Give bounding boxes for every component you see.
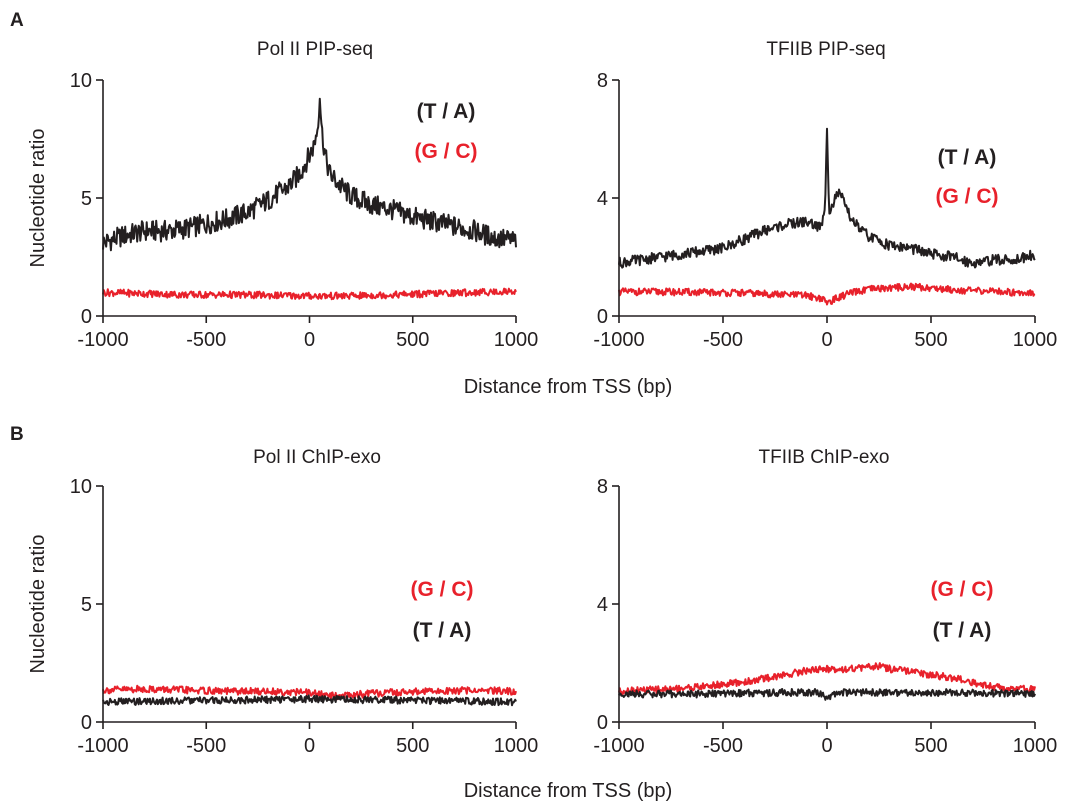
y-axis-label: Nucleotide ratio	[27, 129, 49, 268]
x-tick-label: 1000	[494, 329, 539, 351]
panel-letter-a: A	[10, 10, 24, 31]
chart-title: Pol II ChIP-exo	[253, 447, 381, 468]
x-tick-label: 1000	[1013, 329, 1058, 351]
x-tick-label: 500	[914, 329, 947, 351]
y-tick-label: 8	[597, 476, 608, 498]
shared-x-axis-label: Distance from TSS (bp)	[464, 376, 673, 398]
x-tick-label: -1000	[77, 735, 128, 757]
series-line-gc	[102, 684, 517, 701]
x-tick-label: -500	[186, 329, 226, 351]
y-tick-label: 0	[597, 306, 608, 328]
x-tick-label: 500	[396, 329, 429, 351]
x-tick-label: 1000	[494, 735, 539, 757]
x-tick-label: -500	[703, 735, 743, 757]
y-tick-label: 0	[81, 306, 92, 328]
shared-x-axis-label: Distance from TSS (bp)	[464, 780, 673, 802]
series-line-gc	[618, 662, 1036, 696]
x-tick-label: -1000	[77, 329, 128, 351]
y-tick-label: 10	[70, 70, 92, 92]
series-line-ta	[102, 97, 517, 252]
chart-panel-1: Pol II PIP-seq 0 5 10 -1000 -500 0 500 1000 Nucle…	[27, 39, 538, 351]
y-tick-label: 10	[70, 476, 92, 498]
x-tick-label: -1000	[593, 735, 644, 757]
chart-title: TFIIB ChIP-exo	[759, 447, 890, 468]
legend-label-ta: (T / A)	[417, 100, 476, 123]
panel-letter-b: B	[10, 424, 24, 445]
series-line-gc	[618, 282, 1036, 306]
x-tick-label: 0	[304, 735, 315, 757]
series-line-ta	[102, 694, 517, 707]
y-axis-label: Nucleotide ratio	[27, 535, 49, 674]
chart-panel-3: Pol II ChIP-exo 0 5 10 -1000 -500 0 500 1000 Nucl…	[27, 447, 538, 757]
x-tick-label: -500	[703, 329, 743, 351]
legend-label-gc: (G / C)	[936, 185, 999, 208]
y-tick-label: 4	[597, 594, 608, 616]
legend-label-ta: (T / A)	[938, 146, 997, 169]
legend-label-gc: (G / C)	[931, 578, 994, 601]
x-tick-label: -500	[186, 735, 226, 757]
chart-panel-2: TFIIB PIP-seq 0 4 8 -1000 -500 0 500 1000 (T / A)…	[593, 39, 1057, 351]
series-line-gc	[102, 287, 517, 301]
y-tick-label: 5	[81, 188, 92, 210]
legend-label-gc: (G / C)	[415, 140, 478, 163]
series-line-ta	[618, 688, 1036, 701]
x-tick-label: 1000	[1013, 735, 1058, 757]
x-tick-label: 500	[914, 735, 947, 757]
x-tick-label: 500	[396, 735, 429, 757]
x-tick-label: 0	[821, 735, 832, 757]
legend-label-gc: (G / C)	[411, 578, 474, 601]
legend-label-ta: (T / A)	[933, 619, 992, 642]
y-tick-label: 8	[597, 70, 608, 92]
chart-title: Pol II PIP-seq	[257, 39, 373, 60]
legend-label-ta: (T / A)	[413, 619, 472, 642]
y-tick-label: 5	[81, 594, 92, 616]
chart-panel-4: TFIIB ChIP-exo 0 4 8 -1000 -500 0 500 1000 (G / C…	[593, 447, 1057, 757]
chart-title: TFIIB PIP-seq	[766, 39, 885, 60]
series-line-ta	[618, 127, 1036, 269]
y-tick-label: 0	[81, 712, 92, 734]
x-tick-label: -1000	[593, 329, 644, 351]
y-tick-label: 4	[597, 188, 608, 210]
x-tick-label: 0	[821, 329, 832, 351]
x-tick-label: 0	[304, 329, 315, 351]
y-tick-label: 0	[597, 712, 608, 734]
